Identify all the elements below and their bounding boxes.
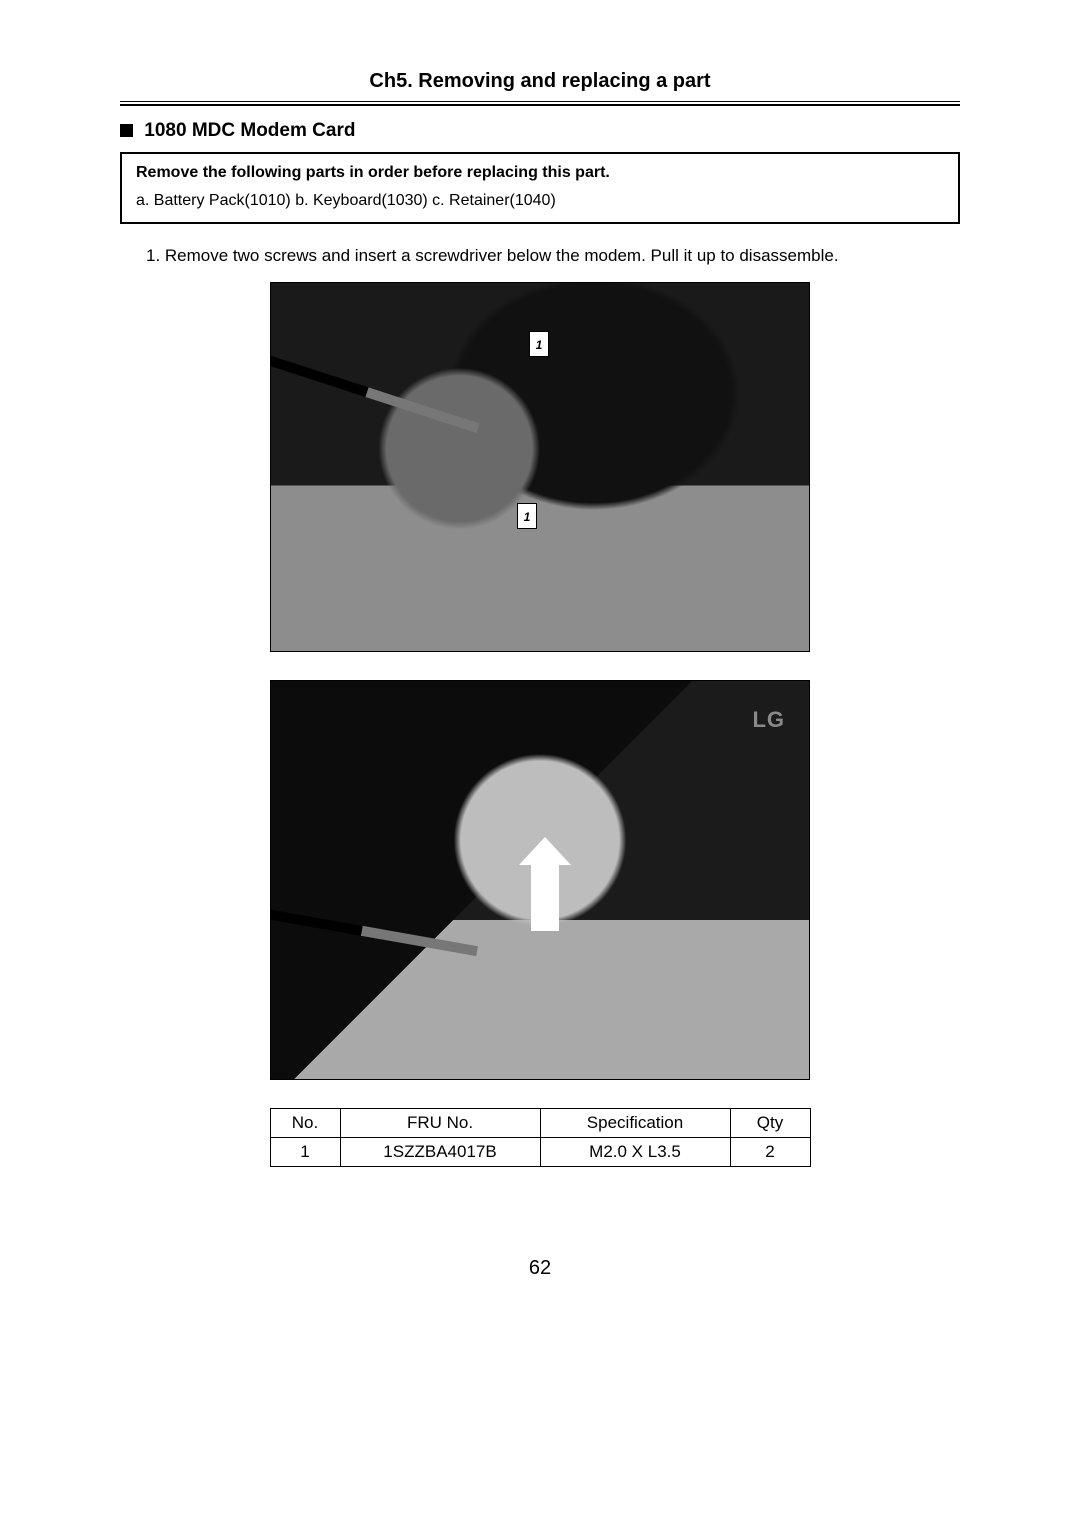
table-header-row: No. FRU No. Specification Qty — [270, 1109, 810, 1138]
col-spec: Specification — [540, 1109, 730, 1138]
title-rule — [120, 101, 960, 106]
cell-no: 1 — [270, 1138, 340, 1167]
table-row: 1 1SZZBA4017B M2.0 X L3.5 2 — [270, 1138, 810, 1167]
chapter-title: Ch5. Removing and replacing a part — [120, 70, 960, 93]
prerequisite-box: Remove the following parts in order befo… — [120, 152, 960, 224]
col-no: No. — [270, 1109, 340, 1138]
square-bullet-icon — [120, 124, 133, 137]
section-title: 1080 MDC Modem Card — [120, 120, 960, 142]
cell-fru: 1SZZBA4017B — [340, 1138, 540, 1167]
page-number: 62 — [120, 1257, 960, 1280]
step-1-text: 1. Remove two screws and insert a screwd… — [146, 246, 960, 266]
figure-2-photo: LG — [270, 680, 810, 1080]
cell-spec: M2.0 X L3.5 — [540, 1138, 730, 1167]
figure-1-photo: 1 1 — [270, 282, 810, 652]
screw-callout-1b: 1 — [517, 503, 537, 529]
lift-arrow-icon — [531, 861, 559, 931]
screw-callout-1a: 1 — [529, 331, 549, 357]
col-qty: Qty — [730, 1109, 810, 1138]
lg-logo-text: LG — [752, 707, 785, 733]
section-title-text: 1080 MDC Modem Card — [144, 120, 355, 141]
cell-qty: 2 — [730, 1138, 810, 1167]
prerequisite-items: a. Battery Pack(1010) b. Keyboard(1030) … — [136, 192, 944, 210]
parts-table: No. FRU No. Specification Qty 1 1SZZBA40… — [270, 1108, 811, 1167]
col-fru: FRU No. — [340, 1109, 540, 1138]
prerequisite-heading: Remove the following parts in order befo… — [136, 164, 944, 182]
